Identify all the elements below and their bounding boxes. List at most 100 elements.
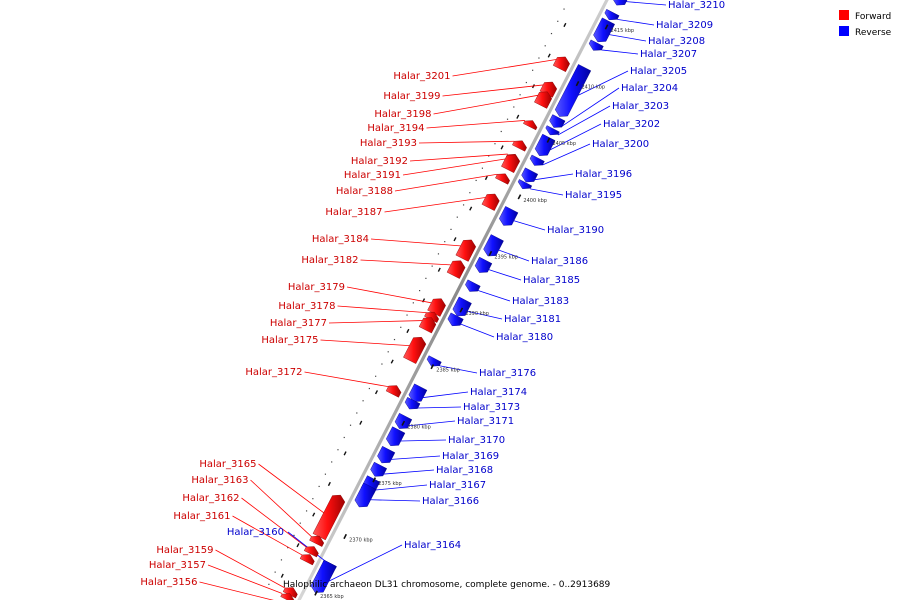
forward-gene-label[interactable]: Halar_3201 <box>393 71 450 82</box>
reverse-gene[interactable] <box>354 482 377 508</box>
forward-gene[interactable] <box>312 494 346 541</box>
forward-gene[interactable] <box>495 173 510 185</box>
forward-gene-label[interactable]: Halar_3172 <box>245 367 302 378</box>
forward-gene[interactable] <box>403 337 427 364</box>
forward-gene[interactable] <box>299 554 315 566</box>
reverse-gene-label[interactable]: Halar_3203 <box>612 101 669 112</box>
reverse-gene-label[interactable]: Halar_3205 <box>630 66 687 77</box>
forward-gene-label[interactable]: Halar_3188 <box>336 186 393 197</box>
reverse-gene[interactable] <box>534 133 556 156</box>
reverse-gene[interactable] <box>310 559 337 593</box>
forward-gene-label[interactable]: Halar_3192 <box>351 156 408 167</box>
forward-gene[interactable] <box>523 120 538 131</box>
forward-gene-label[interactable]: Halar_3177 <box>270 318 327 329</box>
reverse-gene[interactable] <box>447 312 464 327</box>
forward-gene[interactable] <box>512 140 527 152</box>
reverse-gene[interactable] <box>517 179 533 189</box>
reverse-gene-label[interactable]: Halar_3185 <box>523 275 580 286</box>
reverse-gene-label[interactable]: Halar_3168 <box>436 465 493 476</box>
reverse-gene-label[interactable]: Halar_3166 <box>422 496 479 507</box>
reverse-gene[interactable] <box>370 461 388 477</box>
reverse-gene[interactable] <box>593 17 615 43</box>
reverse-gene[interactable] <box>499 206 519 226</box>
reverse-gene[interactable] <box>452 296 472 317</box>
reverse-gene[interactable] <box>604 9 620 21</box>
reverse-gene-label[interactable]: Halar_3196 <box>575 169 632 180</box>
forward-gene-label[interactable]: Halar_3161 <box>173 511 230 522</box>
forward-gene[interactable] <box>309 535 325 547</box>
forward-gene-label[interactable]: Halar_3187 <box>325 207 382 218</box>
reverse-gene-label[interactable]: Halar_3167 <box>429 480 486 491</box>
reverse-gene[interactable] <box>521 167 539 183</box>
track-dot <box>444 241 446 243</box>
forward-gene-label[interactable]: Halar_3162 <box>182 493 239 504</box>
forward-gene-label[interactable]: Halar_3157 <box>149 560 206 571</box>
forward-gene[interactable] <box>534 91 553 109</box>
reverse-gene-label[interactable]: Halar_3195 <box>565 190 622 201</box>
reverse-gene[interactable] <box>612 0 629 6</box>
forward-gene-label[interactable]: Halar_3191 <box>344 170 401 181</box>
forward-gene[interactable] <box>280 593 295 600</box>
reverse-gene[interactable] <box>377 445 396 464</box>
reverse-gene-label[interactable]: Halar_3207 <box>640 49 697 60</box>
forward-gene-label[interactable]: Halar_3182 <box>301 255 358 266</box>
reverse-gene[interactable] <box>549 114 566 128</box>
forward-gene[interactable] <box>446 260 466 279</box>
reverse-gene-label[interactable]: Halar_3204 <box>621 83 678 94</box>
reverse-gene[interactable] <box>529 154 545 166</box>
reverse-gene[interactable] <box>474 256 493 273</box>
forward-gene-label[interactable]: Halar_3179 <box>288 282 345 293</box>
reverse-gene[interactable] <box>545 125 560 136</box>
reverse-gene[interactable] <box>408 383 428 402</box>
reverse-gene-label[interactable]: Halar_3164 <box>404 540 461 551</box>
forward-gene[interactable] <box>501 154 520 173</box>
forward-gene-label[interactable]: Halar_3165 <box>199 459 256 470</box>
reverse-gene-label[interactable]: Halar_3176 <box>479 368 536 379</box>
reverse-gene-label[interactable]: Halar_3174 <box>470 387 527 398</box>
forward-gene[interactable] <box>282 587 298 599</box>
reverse-gene-label[interactable]: Halar_3173 <box>463 402 520 413</box>
reverse-gene[interactable] <box>426 355 442 367</box>
forward-gene[interactable] <box>418 317 437 334</box>
forward-gene[interactable] <box>303 546 319 558</box>
forward-gene[interactable] <box>455 239 477 262</box>
reverse-gene-label[interactable]: Halar_3208 <box>648 36 705 47</box>
forward-gene-label[interactable]: Halar_3175 <box>261 335 318 346</box>
reverse-gene-label[interactable]: Halar_3210 <box>668 0 725 11</box>
forward-gene[interactable] <box>424 311 439 323</box>
forward-gene-label[interactable]: Halar_3159 <box>156 545 213 556</box>
reverse-gene[interactable] <box>404 397 421 410</box>
forward-gene-label[interactable]: Halar_3194 <box>367 123 424 134</box>
reverse-gene[interactable] <box>385 426 406 446</box>
reverse-gene[interactable] <box>483 234 504 257</box>
reverse-gene-label[interactable]: Halar_3169 <box>442 451 499 462</box>
track-dot <box>293 534 295 536</box>
reverse-gene[interactable] <box>394 412 413 429</box>
reverse-gene-label[interactable]: Halar_3183 <box>512 296 569 307</box>
forward-gene[interactable] <box>552 56 570 73</box>
reverse-gene-label[interactable]: Halar_3171 <box>457 416 514 427</box>
reverse-gene[interactable] <box>588 39 604 51</box>
reverse-gene-label[interactable]: Halar_3202 <box>603 119 660 130</box>
reverse-gene-label[interactable]: Halar_3200 <box>592 139 649 150</box>
reverse-gene-label[interactable]: Halar_3181 <box>504 314 561 325</box>
reverse-gene[interactable] <box>554 64 592 117</box>
forward-gene-label[interactable]: Halar_3178 <box>278 301 335 312</box>
reverse-gene-label[interactable]: Halar_3170 <box>448 435 505 446</box>
reverse-gene-label[interactable]: Halar_3209 <box>656 20 713 31</box>
forward-gene-label[interactable]: Halar_3163 <box>191 475 248 486</box>
reverse-gene-label[interactable]: Halar_3180 <box>496 332 553 343</box>
reverse-gene[interactable] <box>465 279 481 292</box>
forward-gene[interactable] <box>385 385 402 398</box>
reverse-gene-label[interactable]: Halar_3190 <box>547 225 604 236</box>
forward-gene-label[interactable]: Halar_3184 <box>312 234 369 245</box>
reverse-gene-label[interactable]: Halar_3186 <box>531 256 588 267</box>
reverse-gene-label[interactable]: Halar_3160 <box>227 527 284 538</box>
forward-gene-label[interactable]: Halar_3193 <box>360 138 417 149</box>
forward-gene-label[interactable]: Halar_3198 <box>374 109 431 120</box>
track-dot <box>381 363 383 365</box>
reverse-leader-line <box>328 544 403 582</box>
forward-gene-label[interactable]: Halar_3199 <box>383 91 440 102</box>
forward-gene[interactable] <box>481 193 500 211</box>
forward-gene-label[interactable]: Halar_3156 <box>140 577 197 588</box>
